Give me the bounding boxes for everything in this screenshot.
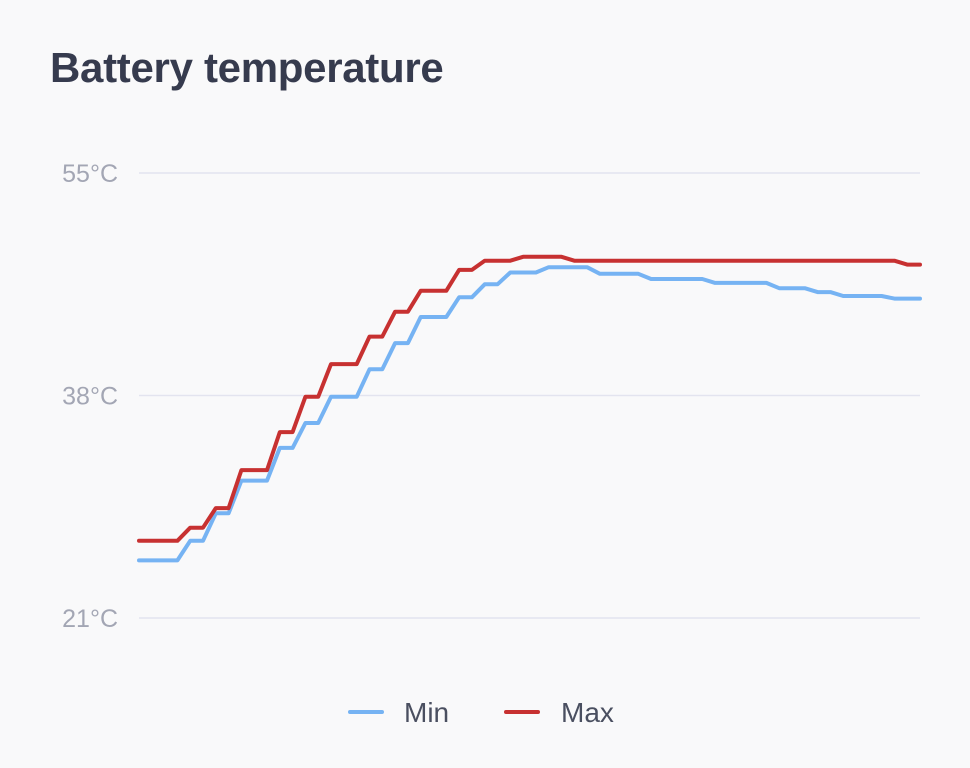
chart-title: Battery temperature	[50, 44, 444, 91]
y-tick-label: 55°C	[62, 160, 118, 188]
y-tick-label: 21°C	[62, 605, 118, 633]
legend-label-min: Min	[404, 697, 449, 728]
series-line-max	[137, 254, 922, 543]
y-tick-label: 38°C	[62, 383, 118, 411]
legend-label-max: Max	[561, 697, 614, 728]
series-line-min	[137, 265, 922, 563]
